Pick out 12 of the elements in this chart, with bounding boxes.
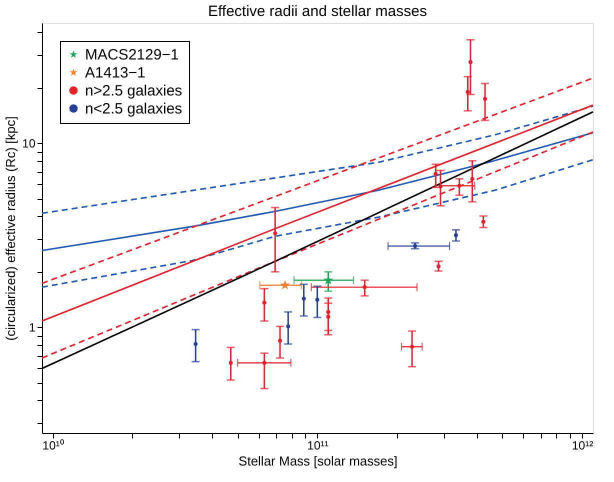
chart-title: Effective radii and stellar masses: [208, 3, 427, 20]
x-tick-label: 10¹⁰: [42, 438, 64, 452]
x-tick-label: 10¹²: [572, 438, 594, 452]
legend-label: n>2.5 galaxies: [85, 82, 182, 100]
legend-label: A1413−1: [85, 64, 146, 82]
x-axis-title: Stellar Mass [solar masses]: [238, 454, 398, 468]
legend-label: MACS2129−1: [85, 46, 179, 64]
legend-label: n<2.5 galaxies: [85, 100, 182, 118]
y-tick-label: 1: [28, 320, 36, 335]
y-axis-title: (circularized) effective radius (Rc) [kpc]: [3, 116, 18, 341]
x-tick-label: 10¹¹: [307, 438, 328, 452]
y-tick-label: 10: [22, 136, 36, 151]
